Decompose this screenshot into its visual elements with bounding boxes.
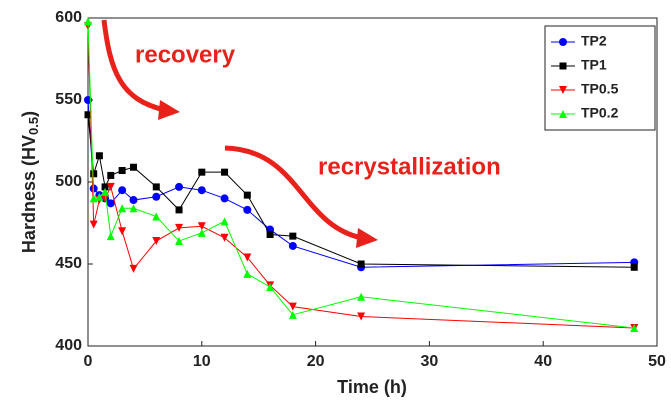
marker — [118, 204, 127, 213]
marker — [220, 233, 229, 242]
y-axis-title-sub: 0.5 — [26, 117, 41, 135]
marker — [84, 111, 92, 119]
series — [84, 111, 638, 271]
marker — [95, 192, 104, 201]
marker — [266, 282, 275, 291]
marker — [130, 163, 138, 171]
marker — [266, 230, 274, 238]
arrow — [224, 145, 363, 241]
legend-label: TP0.2 — [581, 105, 619, 121]
y-axis-title-end: ) — [19, 111, 39, 117]
marker — [129, 204, 138, 213]
y-tick-label: 550 — [55, 91, 82, 108]
x-tick-label: 30 — [421, 353, 439, 370]
legend-label: TP0.5 — [581, 81, 619, 97]
marker — [175, 182, 184, 191]
marker — [288, 241, 297, 250]
marker — [559, 38, 567, 46]
marker — [243, 191, 251, 199]
marker — [559, 110, 567, 118]
marker — [175, 206, 183, 214]
marker — [118, 167, 126, 175]
marker — [152, 192, 161, 201]
marker — [221, 168, 229, 176]
marker — [118, 227, 127, 236]
marker — [559, 62, 567, 70]
x-tick-label: 40 — [534, 353, 552, 370]
arrow — [101, 19, 166, 113]
marker — [106, 232, 115, 241]
marker — [90, 170, 98, 178]
x-axis-title: Time (h) — [337, 377, 407, 397]
marker — [243, 205, 252, 214]
annotation: recovery — [135, 41, 236, 68]
marker — [197, 186, 206, 195]
marker — [220, 194, 229, 203]
x-tick-label: 10 — [193, 353, 211, 370]
marker — [152, 237, 161, 246]
y-tick-label: 450 — [55, 255, 82, 272]
y-axis-title-main: Hardness (HV — [19, 135, 39, 253]
marker — [198, 168, 206, 176]
marker — [630, 263, 638, 271]
marker — [84, 17, 92, 26]
marker — [101, 187, 110, 196]
marker — [101, 194, 110, 203]
series — [84, 17, 639, 332]
marker — [129, 196, 138, 205]
marker — [357, 260, 365, 268]
marker — [288, 310, 297, 319]
marker — [152, 212, 161, 221]
y-tick-label: 400 — [55, 337, 82, 354]
marker — [106, 182, 115, 191]
legend-label: TP2 — [581, 33, 607, 49]
marker — [106, 199, 115, 208]
x-tick-label: 50 — [648, 353, 666, 370]
legend: TP2 TP1 TP0.5 TP0.2 — [544, 25, 656, 131]
marker — [197, 222, 206, 231]
arrow-head — [158, 100, 180, 120]
y-axis-title: Hardness (HV0.5) — [19, 111, 42, 253]
y-tick-label: 500 — [55, 173, 82, 190]
marker — [357, 292, 366, 301]
marker — [243, 253, 252, 262]
y-tick-label: 600 — [55, 9, 82, 26]
marker — [89, 220, 98, 229]
line — [87, 114, 635, 268]
marker — [175, 237, 184, 246]
arrow-head — [356, 228, 378, 248]
x-tick-label: 20 — [307, 353, 325, 370]
marker — [129, 264, 138, 273]
marker — [220, 217, 229, 226]
marker — [243, 269, 252, 278]
annotation: recrystallization — [318, 153, 501, 180]
marker — [559, 86, 567, 94]
marker — [288, 302, 297, 311]
legend-label: TP1 — [581, 57, 607, 73]
marker — [118, 186, 127, 195]
marker — [630, 323, 639, 332]
marker — [175, 223, 184, 232]
marker — [95, 152, 103, 160]
marker — [152, 183, 160, 191]
marker — [101, 183, 109, 191]
marker — [197, 228, 206, 237]
x-tick-label: 0 — [84, 353, 93, 370]
marker — [357, 312, 366, 321]
marker — [289, 232, 297, 240]
marker — [107, 171, 115, 179]
